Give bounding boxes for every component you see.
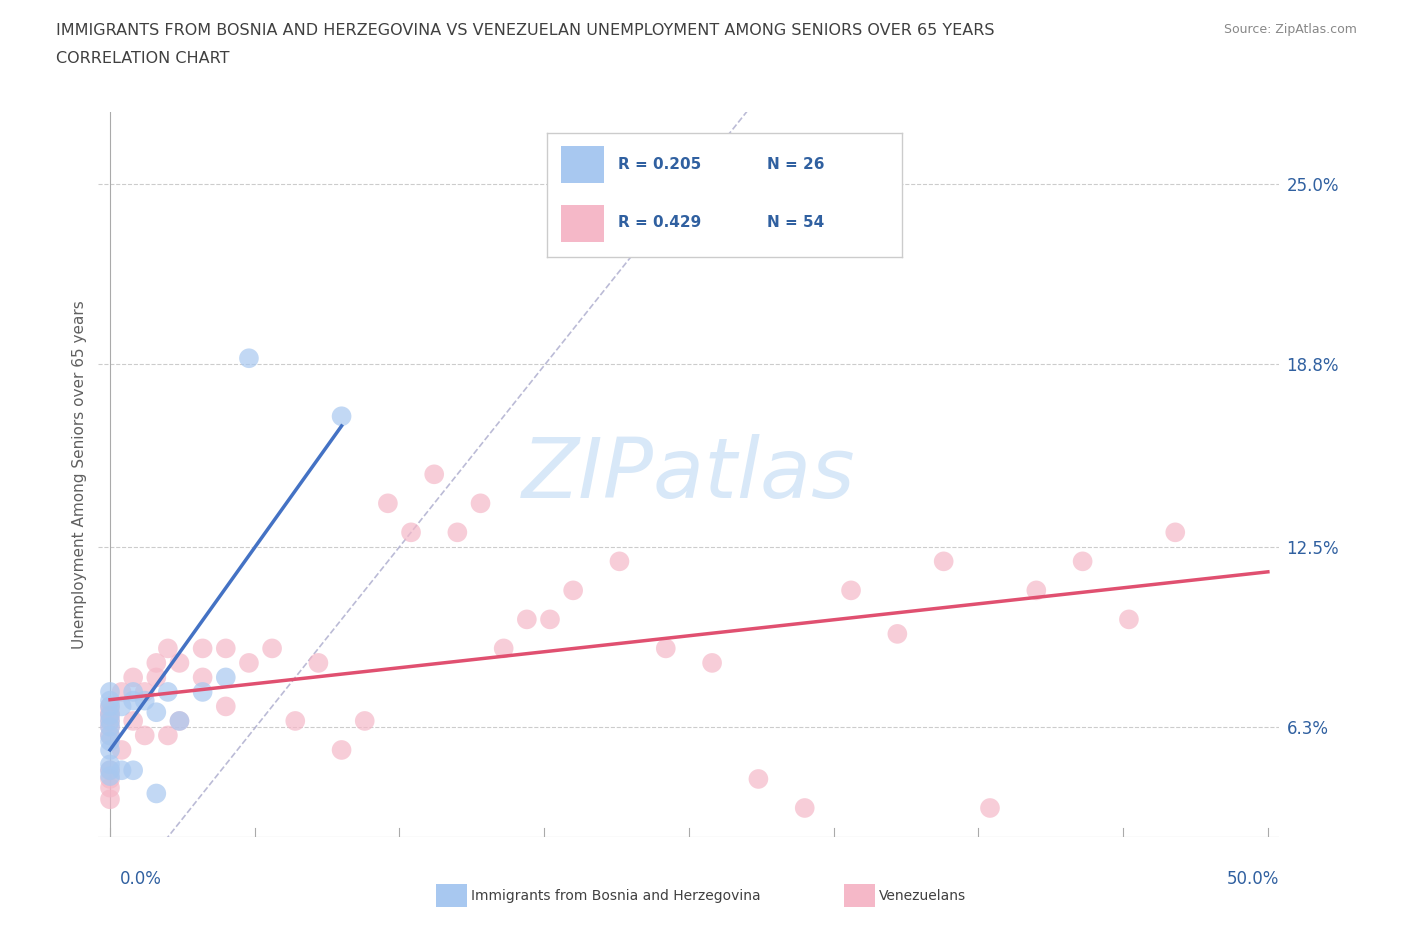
Point: [98, 719, 121, 734]
Point: [98, 768, 121, 783]
Point: [98, 713, 121, 728]
Point: [98, 699, 121, 714]
Point: [262, 641, 284, 656]
Point: [98, 763, 121, 777]
Point: [156, 641, 179, 656]
Point: [609, 554, 631, 569]
Point: [793, 801, 815, 816]
Text: ZIPatlas: ZIPatlas: [522, 433, 856, 515]
Point: [169, 656, 191, 671]
Point: [110, 763, 132, 777]
Point: [330, 742, 353, 757]
Point: [122, 763, 145, 777]
Point: [110, 684, 132, 699]
Point: [470, 496, 492, 511]
Point: [145, 705, 167, 720]
Point: [215, 670, 238, 684]
Point: [145, 786, 167, 801]
Point: [98, 791, 121, 806]
Point: [98, 719, 121, 734]
Point: [215, 641, 238, 656]
Point: [191, 670, 214, 684]
Point: [886, 627, 908, 642]
Point: [156, 684, 179, 699]
Point: [700, 656, 723, 671]
Point: [1164, 525, 1187, 539]
Point: [1025, 583, 1047, 598]
Text: CORRELATION CHART: CORRELATION CHART: [56, 51, 229, 66]
Point: [98, 757, 121, 772]
Point: [655, 641, 678, 656]
Point: [98, 708, 121, 723]
Point: [330, 409, 353, 424]
Point: [122, 670, 145, 684]
Point: [122, 684, 145, 699]
Text: Immigrants from Bosnia and Herzegovina: Immigrants from Bosnia and Herzegovina: [471, 888, 761, 903]
Point: [307, 656, 329, 671]
Point: [98, 728, 121, 743]
Point: [538, 612, 561, 627]
Point: [839, 583, 862, 598]
Point: [98, 708, 121, 723]
Point: [423, 467, 446, 482]
Point: [979, 801, 1001, 816]
Point: [134, 684, 156, 699]
Point: [377, 496, 399, 511]
Text: Venezuelans: Venezuelans: [879, 888, 966, 903]
Point: [122, 693, 145, 708]
Point: [399, 525, 422, 539]
Point: [98, 699, 121, 714]
Point: [1071, 554, 1094, 569]
Point: [98, 772, 121, 787]
Point: [284, 713, 307, 728]
Point: [238, 656, 260, 671]
Point: [98, 713, 121, 728]
Point: [191, 641, 214, 656]
Point: [110, 742, 132, 757]
Point: [145, 670, 167, 684]
Point: [191, 684, 214, 699]
Point: [98, 705, 121, 720]
Point: [134, 693, 156, 708]
Point: [169, 713, 191, 728]
Point: [98, 763, 121, 777]
Point: [353, 713, 375, 728]
Point: [98, 734, 121, 749]
Point: [145, 656, 167, 671]
Point: [932, 554, 955, 569]
Point: [747, 772, 769, 787]
Point: [98, 780, 121, 795]
Point: [98, 728, 121, 743]
Point: [492, 641, 515, 656]
Text: 50.0%: 50.0%: [1227, 870, 1279, 888]
Point: [446, 525, 468, 539]
Y-axis label: Unemployment Among Seniors over 65 years: Unemployment Among Seniors over 65 years: [72, 300, 87, 649]
Point: [98, 742, 121, 757]
Point: [110, 699, 132, 714]
Point: [562, 583, 585, 598]
Point: [134, 728, 156, 743]
Point: [238, 351, 260, 365]
Text: 0.0%: 0.0%: [120, 870, 162, 888]
Point: [122, 713, 145, 728]
Point: [516, 612, 538, 627]
Point: [215, 699, 238, 714]
Point: [169, 713, 191, 728]
Point: [156, 728, 179, 743]
Point: [98, 684, 121, 699]
Point: [98, 693, 121, 708]
Text: Source: ZipAtlas.com: Source: ZipAtlas.com: [1223, 23, 1357, 36]
Point: [1118, 612, 1140, 627]
Text: IMMIGRANTS FROM BOSNIA AND HERZEGOVINA VS VENEZUELAN UNEMPLOYMENT AMONG SENIORS : IMMIGRANTS FROM BOSNIA AND HERZEGOVINA V…: [56, 23, 994, 38]
